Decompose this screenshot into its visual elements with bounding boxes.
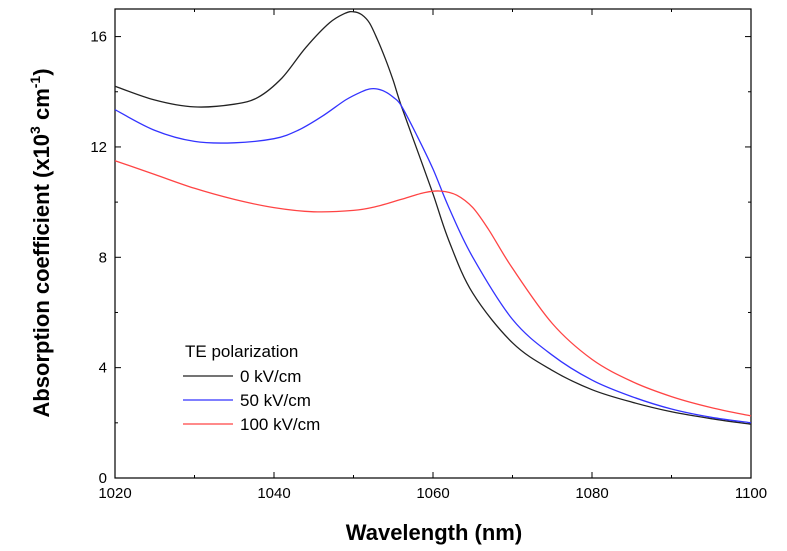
series-lines	[114, 10, 752, 425]
y-axis-title-sup1: 3	[27, 126, 43, 134]
y-tick-label: 12	[90, 139, 107, 156]
x-tick-label: 1040	[257, 485, 290, 502]
y-axis-title-mid: cm	[29, 88, 54, 126]
y-tick-label: 4	[99, 360, 107, 377]
y-axis-title-sup2: -1	[27, 76, 43, 89]
x-tick-label: 1060	[416, 485, 449, 502]
x-axis-title: Wavelength (nm)	[346, 520, 522, 545]
y-axis-title-main: Absorption coefficient (x10	[29, 134, 54, 418]
x-tick-label: 1080	[575, 485, 608, 502]
series-line-0	[114, 10, 752, 425]
legend-label-1: 50 kV/cm	[240, 391, 311, 410]
y-tick-label: 8	[99, 249, 107, 266]
series-line-2	[114, 160, 752, 417]
legend-title: TE polarization	[185, 342, 298, 361]
axis-ticks: 1020 1040 1060 1080 1100 0 4 8 12 16	[90, 9, 767, 502]
x-tick-label: 1020	[98, 485, 131, 502]
legend-label-0: 0 kV/cm	[240, 367, 301, 386]
y-axis-title: Absorption coefficient (x103 cm-1)	[27, 68, 54, 417]
y-axis-title-end: )	[29, 68, 54, 75]
y-tick-label: 16	[90, 29, 107, 46]
legend-label-2: 100 kV/cm	[240, 415, 320, 434]
legend: TE polarization 0 kV/cm 50 kV/cm 100 kV/cm	[183, 342, 320, 434]
y-tick-label: 0	[99, 470, 107, 487]
series-line-1	[114, 87, 752, 424]
x-tick-label: 1100	[735, 485, 767, 502]
